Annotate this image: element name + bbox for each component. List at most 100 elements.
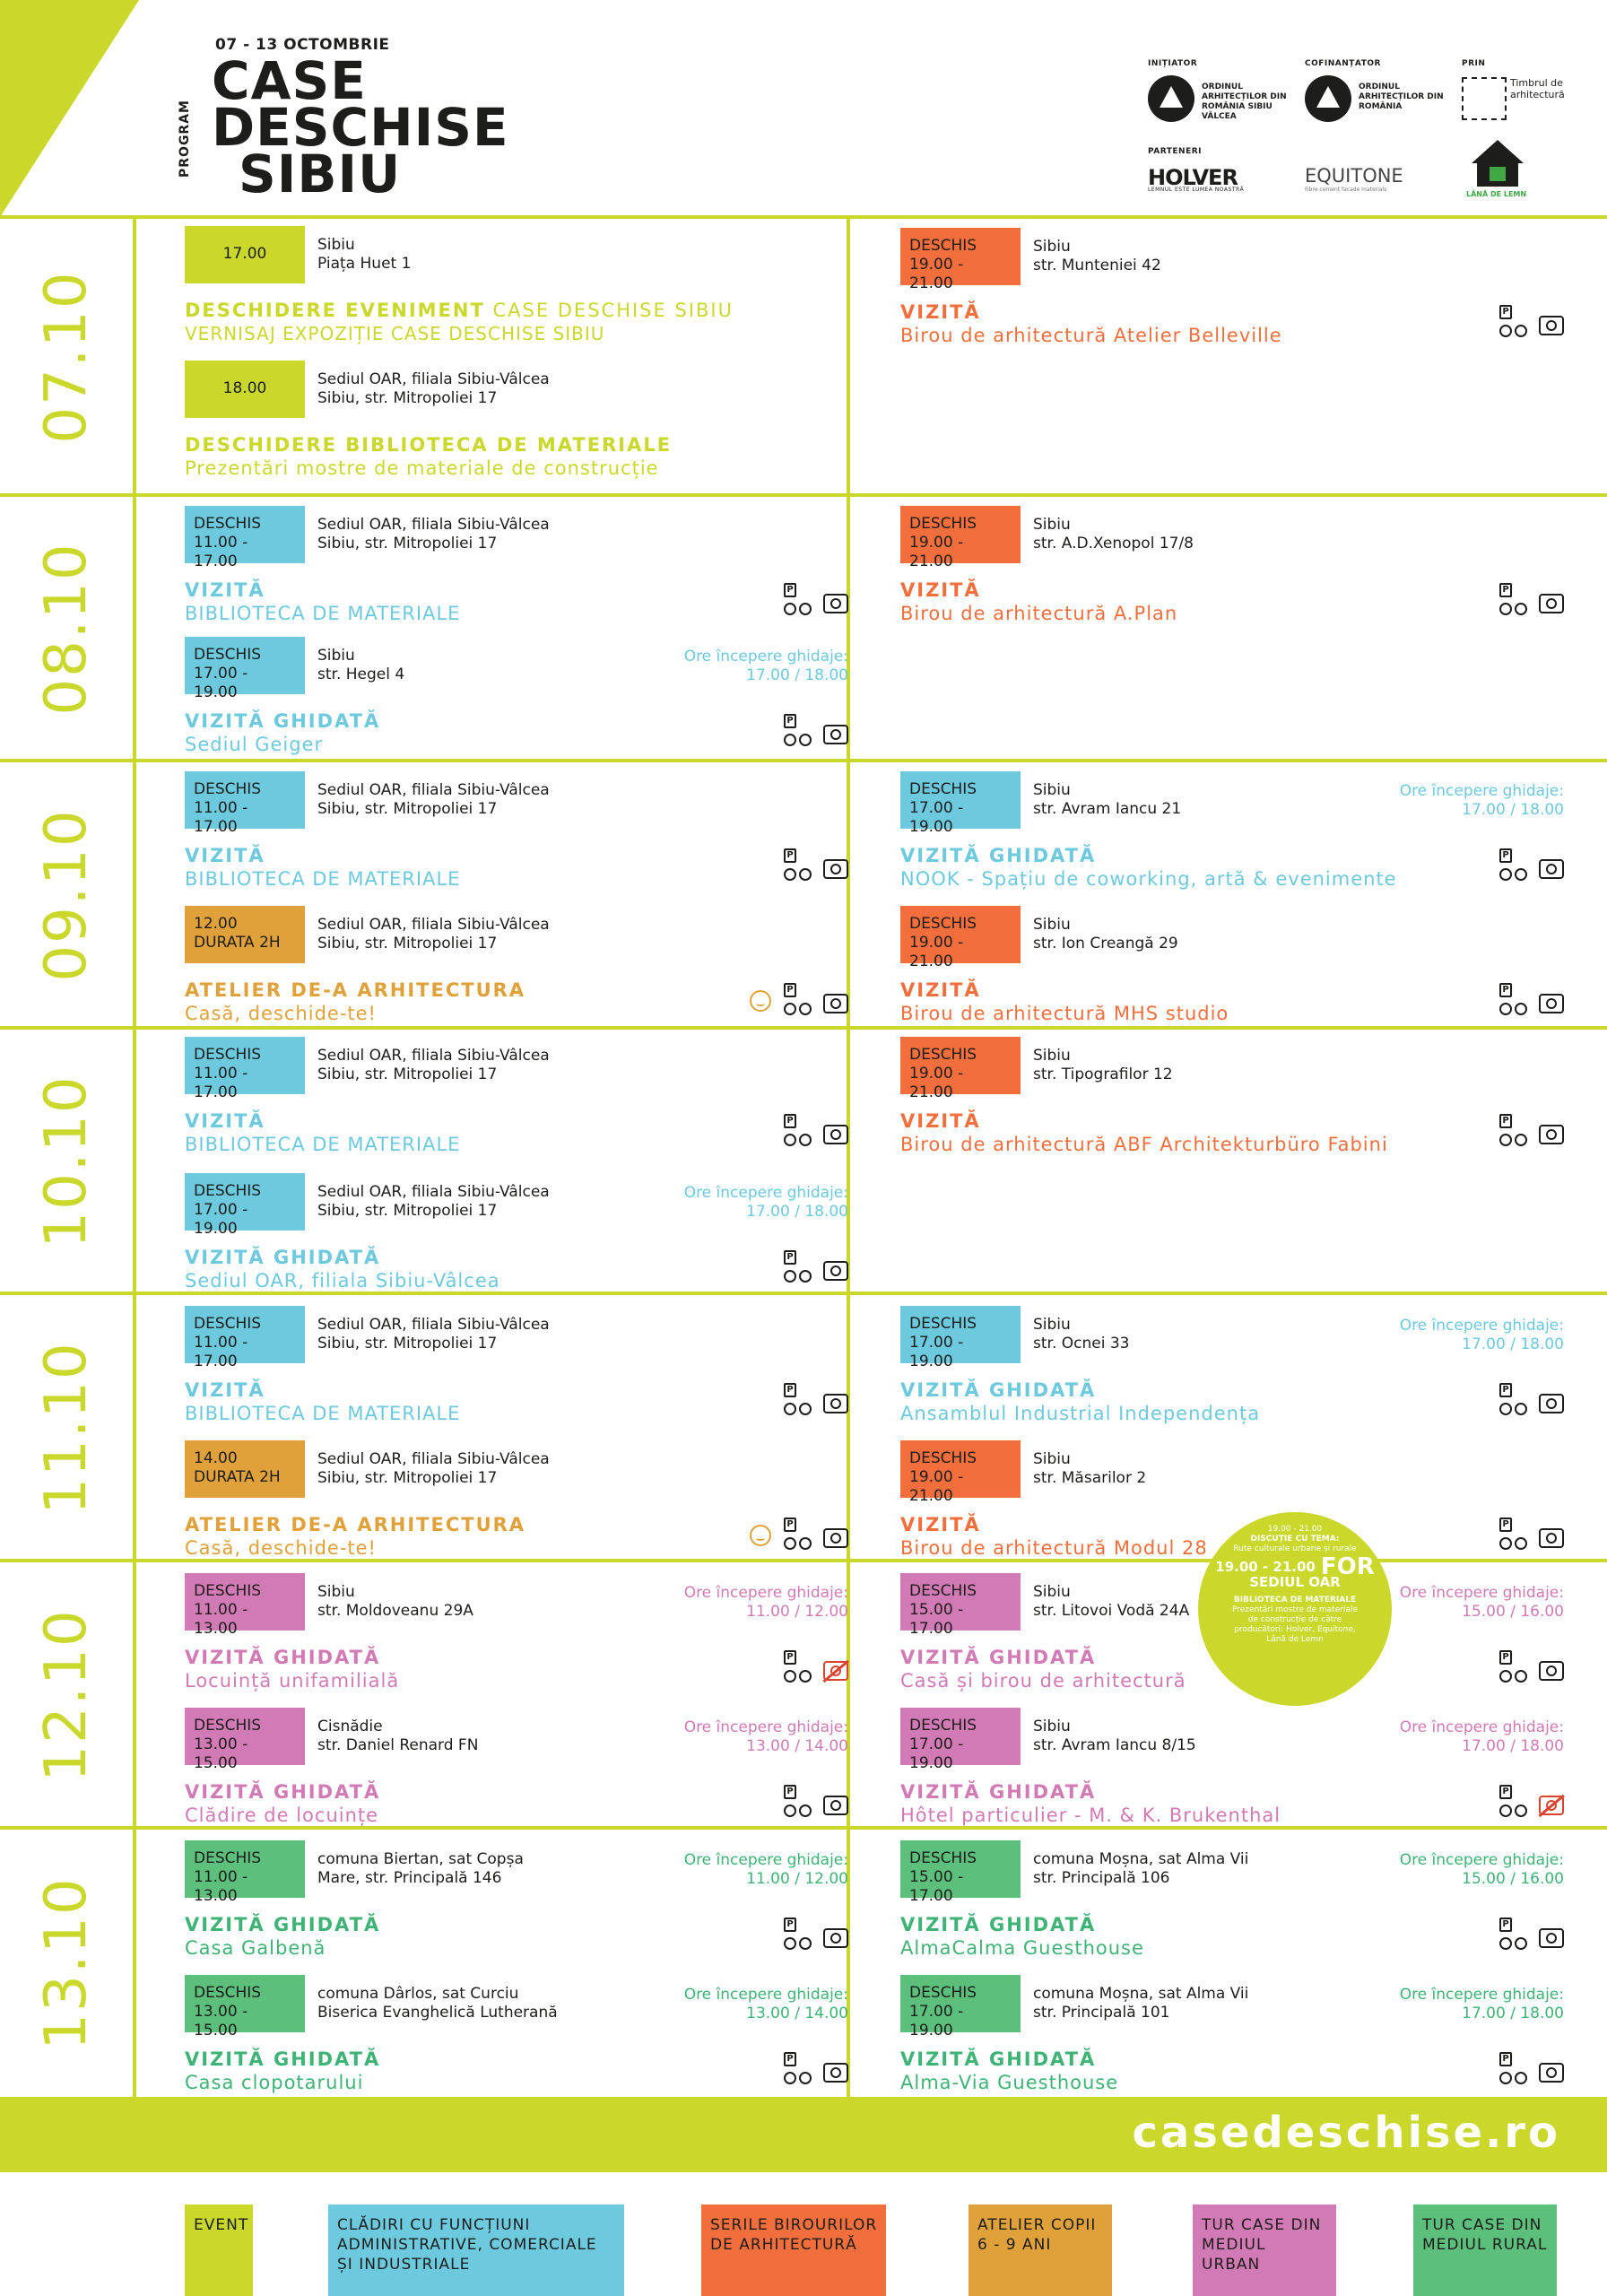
guide-times: Ore începere ghidaje: 17.00 / 18.00 xyxy=(1399,782,1564,819)
event-address: Sediul OAR, filiala Sibiu-Vâlcea Sibiu, s… xyxy=(317,1450,550,1487)
time-badge: DESCHIS 17.00 - 19.00 xyxy=(900,771,1021,836)
parking-bike-icon: P xyxy=(1498,1785,1528,1819)
event-icons: P xyxy=(1498,1916,1564,1952)
oar-romania-logo: ORDINUL ARHITECȚILOR DIN ROMÂNIA xyxy=(1305,75,1475,129)
event-type: VIZITĂ GHIDATĂ xyxy=(185,1247,381,1268)
camera-icon xyxy=(823,1796,848,1815)
bubble-library-title: BIBLIOTECA DE MATERIALE xyxy=(1233,1596,1357,1605)
camera-icon xyxy=(1539,994,1564,1013)
event-icons: P xyxy=(1498,1381,1564,1417)
event-name: AlmaCalma Guesthouse xyxy=(900,1937,1144,1959)
parking-bike-icon: P xyxy=(782,583,812,617)
time-badge: 18.00 xyxy=(185,361,305,418)
time-badge: DESCHIS 11.00 - 17.00 xyxy=(185,1306,305,1370)
event-type: VIZITĂ xyxy=(185,845,265,866)
camera-icon xyxy=(1539,1928,1564,1948)
time-badge: DESCHIS 13.00 - 15.00 xyxy=(185,1708,305,1772)
time-badge: DESCHIS 11.00 - 13.00 xyxy=(185,1573,305,1638)
parking-bike-icon: P xyxy=(1498,305,1528,339)
event-name: Birou de arhitectură Modul 28 xyxy=(900,1537,1208,1559)
time-badge: DESCHIS 17.00 - 19.00 xyxy=(900,1306,1021,1370)
event-name: BIBLIOTECA DE MATERIALE xyxy=(185,1403,461,1424)
day-label: 09.10 xyxy=(0,762,136,1028)
event-address: Sibiu str. A.D.Xenopol 17/8 xyxy=(1033,516,1194,552)
parking-bike-icon: P xyxy=(1498,1383,1528,1417)
event-name: Alma-Via Guesthouse xyxy=(900,2072,1119,2093)
event-icons: P xyxy=(782,712,848,748)
event-type: VIZITĂ GHIDATĂ xyxy=(900,1914,1097,1935)
camera-icon xyxy=(1539,1125,1564,1144)
time-badge: DESCHIS 19.00 - 21.00 xyxy=(900,506,1021,570)
event-name: BIBLIOTECA DE MATERIALE xyxy=(185,1134,461,1155)
event-icons: P xyxy=(1498,981,1564,1017)
guide-times: Ore începere ghidaje: 11.00 / 12.00 xyxy=(683,1584,848,1621)
parking-bike-icon: P xyxy=(782,848,812,883)
event-address: Sediul OAR, filiala Sibiu-Vâlcea Sibiu, s… xyxy=(317,370,550,407)
oar-sibiu-logo: ORDINUL ARHITECȚILOR DIN ROMÂNIA SIBIU V… xyxy=(1148,75,1318,129)
event-type: VIZITĂ GHIDATĂ xyxy=(185,1781,381,1803)
camera-icon xyxy=(1539,594,1564,613)
event-name: Hôtel particulier - M. & K. Brukenthal xyxy=(900,1805,1281,1826)
logo-line-3: SIBIU xyxy=(239,144,402,204)
guide-times: Ore începere ghidaje: 17.00 / 18.00 xyxy=(683,648,848,684)
legend-event: EVENT xyxy=(185,2205,253,2296)
camera-icon xyxy=(823,1261,848,1281)
event-icons: P xyxy=(1498,847,1564,883)
event-name: Birou de arhitectură ABF Architekturbüro… xyxy=(900,1134,1388,1155)
event-icons: P xyxy=(1498,581,1564,617)
cofinantator-label: COFINANȚATOR xyxy=(1305,59,1381,68)
event-name: Locuință unifamilială xyxy=(185,1670,400,1692)
bubble-venue: SEDIUL OAR xyxy=(1249,1574,1341,1590)
event-type: ATELIER DE-A ARHITECTURA xyxy=(185,1514,526,1535)
camera-icon xyxy=(823,1394,848,1413)
camera-icon xyxy=(1539,1661,1564,1681)
event-icons: P xyxy=(1498,1648,1564,1684)
camera-icon xyxy=(823,2063,848,2083)
kids-icon xyxy=(750,990,771,1012)
day-label: 07.10 xyxy=(0,219,136,495)
parking-bike-icon: P xyxy=(782,714,812,748)
guide-times: Ore începere ghidaje: 15.00 / 16.00 xyxy=(1399,1851,1564,1888)
day-label: 10.10 xyxy=(0,1030,136,1293)
event-name: NOOK - Spațiu de coworking, artă & eveni… xyxy=(900,868,1397,890)
initiator-label: INIȚIATOR xyxy=(1148,59,1198,68)
event-name: BIBLIOTECA DE MATERIALE xyxy=(185,868,461,890)
event-address: comuna Moșna, sat Alma Vii str. Principal… xyxy=(1033,1985,1249,2022)
bubble-discussion-topic: Rute culturale urbane și rurale xyxy=(1233,1544,1357,1553)
guide-times: Ore începere ghidaje: 13.00 / 14.00 xyxy=(683,1986,848,2022)
equitone-tagline: Fibre cement facade materials xyxy=(1305,187,1387,193)
event-address: Sibiu str. Litovoi Vodă 24A xyxy=(1033,1583,1190,1620)
legend-architecture-offices: SERILE BIROURILOR DE ARHITECTURĂ xyxy=(701,2205,886,2296)
event-icons: P xyxy=(782,581,848,617)
legend-administrative: CLĂDIRI CU FUNCȚIUNI ADMINISTRATIVE, COM… xyxy=(328,2205,624,2296)
day-row: 09.10 xyxy=(0,759,1607,1028)
time-badge: DESCHIS 15.00 - 17.00 xyxy=(900,1840,1021,1905)
kids-icon xyxy=(750,1525,771,1546)
time-badge: DESCHIS 15.00 - 17.00 xyxy=(900,1573,1021,1638)
column-divider xyxy=(847,1830,850,2097)
day-label: 08.10 xyxy=(0,497,136,761)
event-name: Birou de arhitectură A.Plan xyxy=(900,603,1178,624)
legend-urban-tour: TUR CASE DIN MEDIUL URBAN xyxy=(1193,2205,1336,2296)
event-name: Casa clopotarului xyxy=(185,2072,364,2093)
website-link[interactable]: casedeschise.ro xyxy=(1132,2108,1560,2158)
event-icons: P xyxy=(1498,1783,1564,1819)
event-type: VIZITĂ GHIDATĂ xyxy=(900,845,1097,866)
event-address: Cisnădie str. Daniel Renard FN xyxy=(317,1718,479,1754)
parking-bike-icon: P xyxy=(1498,1918,1528,1952)
day-label: 12.10 xyxy=(0,1562,136,1828)
parking-bike-icon: P xyxy=(782,1383,812,1417)
parking-bike-icon: P xyxy=(782,1114,812,1148)
website-band: casedeschise.ro xyxy=(0,2097,1607,2172)
event-address: Sibiu Piața Huet 1 xyxy=(317,236,412,273)
legend-kids-workshop: ATELIER COPII 6 - 9 ANI xyxy=(969,2205,1112,2296)
event-address: comuna Biertan, sat Copșa Mare, str. Prin… xyxy=(317,1850,524,1887)
event-name: Birou de arhitectură MHS studio xyxy=(900,1003,1229,1024)
bubble-library-desc: Prezentări mostre de materiale de constr… xyxy=(1232,1605,1358,1644)
event-icons: P xyxy=(782,1648,848,1684)
time-badge: 17.00 xyxy=(185,226,305,283)
event-address: Sediul OAR, filiala Sibiu-Vâlcea Sibiu, s… xyxy=(317,916,550,952)
event-type: VIZITĂ GHIDATĂ xyxy=(900,2048,1097,2070)
event-type: VIZITĂ GHIDATĂ xyxy=(900,1379,1097,1401)
event-name: VERNISAJ EXPOZIȚIE CASE DESCHISE SIBIU xyxy=(185,323,605,344)
